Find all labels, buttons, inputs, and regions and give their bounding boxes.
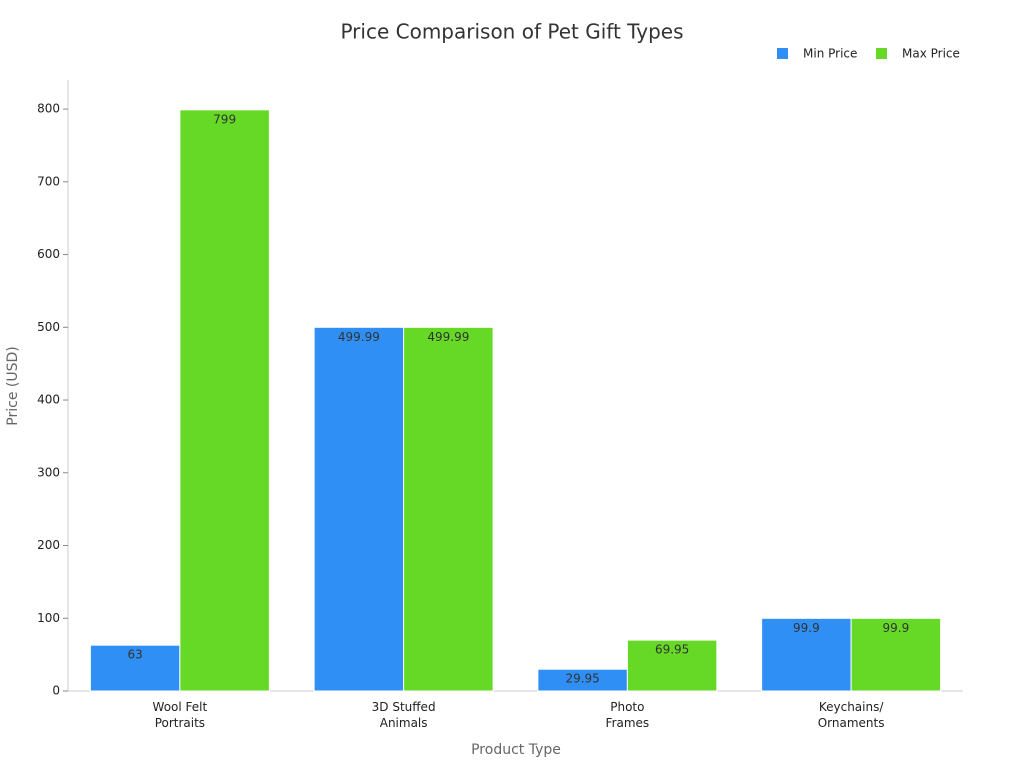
- value-label: 499.99: [338, 330, 380, 344]
- y-tick-label: 700: [37, 174, 60, 188]
- y-tick-label: 600: [37, 247, 60, 261]
- chart-title: Price Comparison of Pet Gift Types: [340, 20, 683, 44]
- legend-swatch: [777, 48, 788, 59]
- y-tick-label: 800: [37, 102, 60, 116]
- bar: [403, 326, 494, 692]
- bar: [313, 326, 405, 692]
- x-tick-label: Photo Frames: [606, 700, 650, 730]
- x-axis-title: Product Type: [471, 742, 561, 758]
- value-label: 799: [213, 112, 236, 126]
- y-tick-label: 200: [37, 538, 60, 552]
- y-tick-label: 500: [37, 320, 60, 334]
- bar: [850, 617, 942, 692]
- bar: [179, 109, 270, 692]
- y-tick-label: 0: [52, 684, 60, 698]
- value-label: 69.95: [655, 643, 689, 657]
- value-label: 29.95: [565, 672, 599, 686]
- value-label: 99.9: [883, 621, 910, 635]
- legend-label: Max Price: [902, 47, 960, 61]
- y-tick-label: 300: [37, 465, 60, 479]
- value-label: 99.9: [793, 621, 820, 635]
- y-axis-title: Price (USD): [5, 346, 21, 425]
- bar: [626, 639, 718, 692]
- bar: [89, 644, 181, 692]
- y-tick-label: 100: [37, 611, 60, 625]
- y-tick-label: 400: [37, 393, 60, 407]
- legend-swatch: [876, 48, 887, 59]
- x-tick-label: 3D Stuffed Animals: [372, 700, 436, 730]
- x-tick-label: Wool Felt Portraits: [153, 700, 208, 730]
- x-tick-label: Keychains/Ornaments: [818, 700, 885, 730]
- value-label: 499.99: [427, 330, 469, 344]
- value-label: 63: [127, 648, 142, 662]
- legend-label: Min Price: [803, 47, 857, 61]
